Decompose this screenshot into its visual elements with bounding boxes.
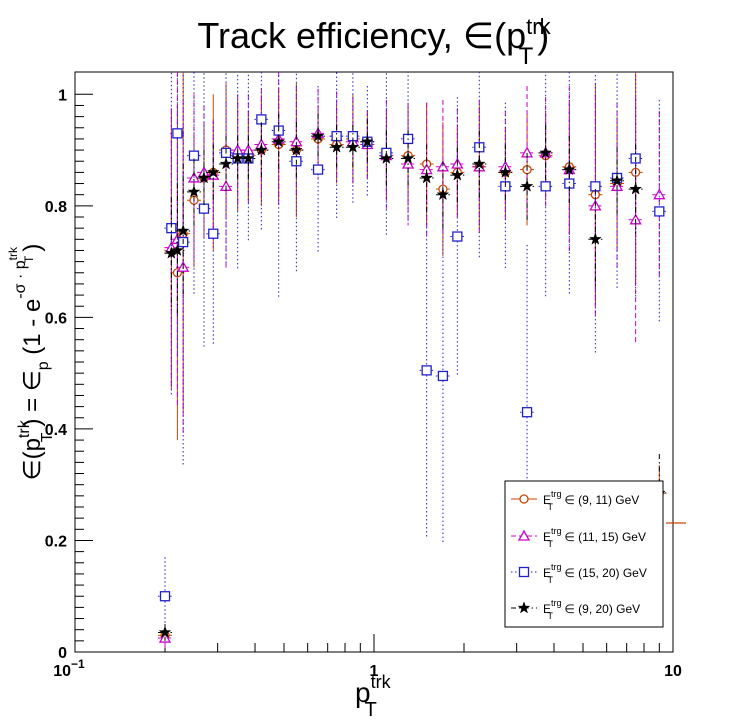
data-point [330,140,344,153]
data-point [450,168,464,181]
data-point [610,173,624,187]
y-tick-label: 0.6 [45,310,67,327]
legend: Etrg T ∈ (9, 11) GeV Etrg T ∈ (11, 15) GeV E… [504,480,664,628]
data-point [289,143,303,156]
plot-data [158,72,667,650]
data-point [159,591,171,602]
axis-tick-labels: 0 0.2 0.4 0.6 0.8 1 10−1 1 10 [45,87,682,680]
data-point [562,162,576,176]
data-point [208,228,219,239]
data-point [498,165,512,178]
data-point [158,625,172,638]
data-point [437,370,449,382]
data-point [521,407,533,418]
data-point [436,160,450,172]
y-tick-label: 0.2 [45,533,67,550]
data-point [346,140,360,153]
data-point [172,128,183,139]
y-tick-label: 0.8 [45,199,67,216]
data-point [187,185,201,198]
series-4 [158,113,667,641]
data-point [401,151,415,164]
data-point [452,231,463,242]
data-point [272,134,286,148]
data-point [241,151,255,164]
legend-box [504,480,664,628]
data-point [170,243,184,256]
data-point [197,171,211,184]
legend-label: Etrg T ∈ (11, 15) GeV [543,526,646,549]
data-point [311,129,325,142]
data-point [654,206,665,217]
legend-marker [517,529,531,541]
legend-marker [517,601,531,614]
legend-entry-3: Etrg T ∈ (15, 20) GeV [511,562,647,585]
legend-marker [519,494,529,504]
data-point [539,146,553,159]
title-superscript: trk [526,14,551,39]
legend-marker [518,566,530,578]
data-point [254,143,268,156]
y-tick-label: 1 [58,87,67,104]
legend-label: Etrg T ∈ (9, 11) GeV [543,489,639,512]
data-point [436,187,450,201]
y-tick-label: 0.4 [45,422,67,439]
title-subscript: T [519,43,534,70]
data-point [231,151,245,164]
data-point [379,151,393,164]
legend-entry-4: Etrg T ∈ (9, 20) GeV [511,598,640,621]
legend-label: Etrg T ∈ (15, 20) GeV [543,562,647,585]
data-point [176,224,190,237]
legend-entry-2: Etrg T ∈ (11, 15) GeV [511,526,646,549]
data-point [472,157,486,170]
data-point [520,179,534,192]
data-point [588,232,602,245]
y-tick-label: 0 [58,645,67,662]
data-point [421,365,432,376]
legend-label: Etrg T ∈ (9, 20) GeV [543,598,640,621]
data-point [206,165,220,178]
data-point [219,157,233,170]
data-point [653,188,666,200]
x-axis-label: ptrk T [355,672,392,721]
chart-title: Track efficiency, ∈(ptrk T) [197,14,551,70]
x-tick-label: 10−1 [53,657,85,680]
legend-entry-1: Etrg T ∈ (9, 11) GeV [511,489,639,512]
x-tick-label: 10 [664,663,682,680]
x-tick-label: 1 [370,663,379,680]
data-point [629,182,643,195]
axis-ticks [74,93,674,653]
data-point [198,203,210,214]
data-point [540,181,551,192]
data-point [360,134,374,148]
data-point [312,164,324,175]
data-point [420,171,434,184]
y-axis-label: ∈(ptrk T) = ∈p (1 - e-σ · ptrk T) [6,244,56,481]
